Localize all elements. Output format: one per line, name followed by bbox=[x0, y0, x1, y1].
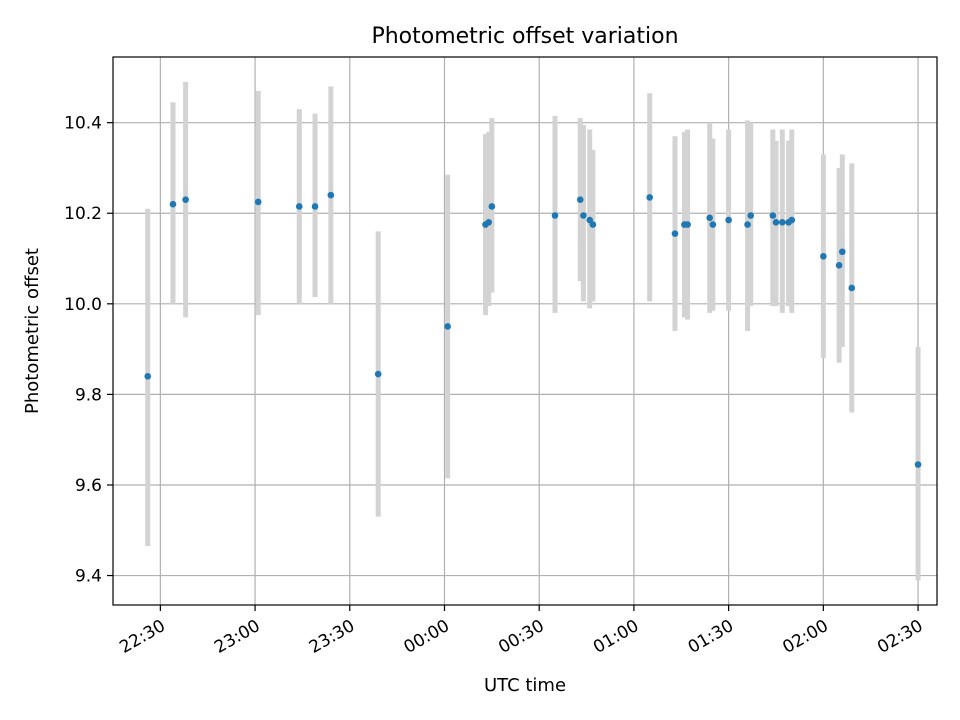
data-point-3 bbox=[254, 198, 262, 206]
x-tick-label-3: 00:00 bbox=[401, 616, 453, 658]
data-point-4 bbox=[295, 203, 303, 210]
data-point-0 bbox=[144, 372, 152, 380]
data-point-12 bbox=[551, 212, 559, 219]
axis-ticks bbox=[107, 122, 919, 611]
y-tick-label-1: 9.6 bbox=[75, 476, 102, 496]
data-point-8 bbox=[444, 323, 451, 330]
plot-frame bbox=[112, 56, 938, 606]
y-tick-label-4: 10.2 bbox=[64, 204, 102, 224]
data-point-21 bbox=[706, 214, 713, 222]
data-point-1 bbox=[169, 200, 177, 208]
x-tick-label-1: 23:00 bbox=[211, 616, 263, 658]
data-point-24 bbox=[744, 221, 751, 228]
data-point-34 bbox=[848, 284, 856, 292]
data-point-30 bbox=[788, 216, 796, 224]
x-tick-label-0: 22:30 bbox=[116, 616, 168, 658]
data-point-13 bbox=[576, 196, 584, 203]
y-axis-label: Photometric offset bbox=[22, 248, 43, 414]
data-point-11 bbox=[488, 203, 496, 210]
data-point-7 bbox=[374, 370, 382, 378]
data-point-2 bbox=[182, 196, 189, 203]
data-points bbox=[144, 191, 922, 468]
data-point-22 bbox=[709, 221, 717, 228]
data-point-5 bbox=[311, 203, 319, 210]
x-tick-label-8: 02:30 bbox=[874, 616, 926, 658]
data-point-26 bbox=[769, 212, 777, 219]
x-tick-label-4: 00:30 bbox=[495, 616, 547, 658]
data-point-17 bbox=[646, 194, 654, 201]
data-point-33 bbox=[838, 248, 846, 256]
data-point-16 bbox=[589, 221, 597, 228]
data-point-35 bbox=[914, 461, 922, 468]
x-tick-label-7: 02:00 bbox=[779, 616, 831, 658]
y-tick-label-5: 10.4 bbox=[64, 114, 102, 134]
data-point-18 bbox=[671, 230, 679, 237]
data-point-25 bbox=[747, 212, 755, 219]
data-point-28 bbox=[779, 219, 786, 226]
data-point-6 bbox=[327, 191, 335, 199]
data-point-20 bbox=[684, 221, 691, 228]
chart-title: Photometric offset variation bbox=[371, 24, 678, 49]
data-point-31 bbox=[820, 252, 827, 260]
data-point-27 bbox=[772, 219, 780, 226]
y-tick-label-0: 9.4 bbox=[75, 567, 102, 587]
x-tick-label-6: 01:30 bbox=[685, 616, 737, 658]
x-tick-label-2: 23:30 bbox=[306, 616, 358, 658]
y-tick-label-2: 9.8 bbox=[75, 385, 102, 405]
error-bars bbox=[145, 81, 921, 581]
data-point-23 bbox=[725, 216, 732, 224]
x-tick-label-5: 01:00 bbox=[590, 616, 642, 658]
data-point-32 bbox=[835, 262, 843, 269]
data-point-10 bbox=[485, 219, 492, 226]
data-point-14 bbox=[580, 212, 587, 219]
grid-lines bbox=[113, 57, 937, 605]
x-axis-label: UTC time bbox=[484, 675, 566, 696]
y-tick-label-3: 10.0 bbox=[64, 295, 102, 315]
tick-labels: 22:30 23:00 23:30 00:00 00:30 01:00 01:30 02:00… bbox=[64, 114, 926, 658]
